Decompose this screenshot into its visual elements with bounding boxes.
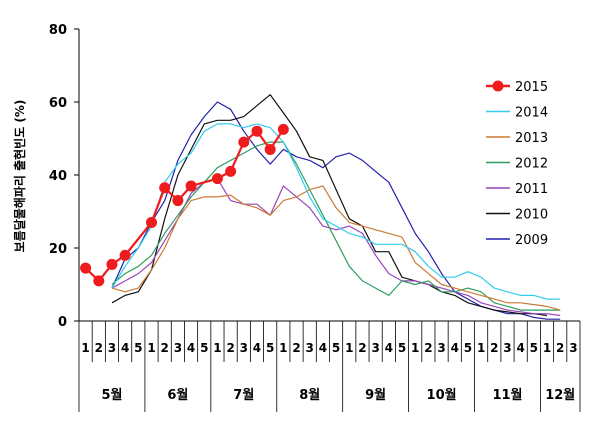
x-week-label: 2: [161, 341, 169, 355]
x-week-label: 3: [108, 341, 116, 355]
x-week-label: 1: [411, 341, 419, 355]
x-week-label: 4: [385, 341, 393, 355]
legend-marker-2015: [492, 80, 504, 92]
series-line-2013: [111, 185, 561, 311]
x-week-label: 4: [121, 341, 129, 355]
legend-label-2015: 2015: [515, 80, 548, 95]
x-month-label: 5월: [101, 387, 122, 403]
data-point-2015: [80, 262, 92, 274]
y-tick-label: 80: [49, 23, 67, 38]
x-month-label: 11월: [492, 387, 522, 403]
data-point-2015: [146, 216, 158, 228]
x-week-label: 1: [543, 341, 551, 355]
x-week-label: 1: [147, 341, 155, 355]
x-week-label: 5: [200, 341, 208, 355]
x-week-label: 5: [464, 341, 472, 355]
data-point-2015: [225, 165, 237, 177]
legend-label-2010: 2010: [515, 208, 548, 223]
data-point-2015: [211, 173, 223, 185]
x-week-label: 3: [503, 341, 511, 355]
x-week-label: 1: [213, 341, 221, 355]
x-week-label: 1: [81, 341, 89, 355]
x-week-label: 2: [226, 341, 234, 355]
legend-label-2012: 2012: [515, 157, 548, 172]
series-line-2010: [111, 94, 548, 317]
x-week-label: 3: [240, 341, 248, 355]
x-week-label: 1: [345, 341, 353, 355]
x-week-label: 4: [319, 341, 327, 355]
x-week-label: 4: [253, 341, 261, 355]
data-point-2015: [106, 258, 118, 270]
x-week-label: 2: [95, 341, 103, 355]
x-week-label: 4: [187, 341, 195, 355]
x-week-label: 5: [266, 341, 274, 355]
y-tick-label: 60: [49, 96, 67, 111]
data-point-2015: [93, 275, 105, 287]
series-line-2014: [111, 123, 561, 300]
y-tick-label: 20: [49, 242, 67, 257]
legend-label-2009: 2009: [515, 233, 548, 248]
x-week-label: 2: [556, 341, 564, 355]
data-point-2015: [238, 136, 250, 148]
x-week-label: 2: [424, 341, 432, 355]
x-month-label: 10월: [427, 387, 457, 403]
data-point-2015: [119, 249, 131, 261]
legend-label-2014: 2014: [515, 106, 548, 121]
x-week-label: 3: [174, 341, 182, 355]
y-tick-label: 40: [49, 169, 67, 184]
x-week-label: 1: [477, 341, 485, 355]
x-week-label: 5: [398, 341, 406, 355]
series-line-2012: [111, 141, 561, 311]
data-point-2015: [172, 195, 184, 207]
y-axis-label: 보름달물해파리 출현빈도 (%): [12, 100, 27, 253]
x-week-label: 5: [530, 341, 538, 355]
series-line-2011: [111, 178, 561, 317]
x-month-label: 12월: [545, 387, 575, 403]
data-point-2015: [264, 143, 276, 155]
x-week-label: 5: [134, 341, 142, 355]
x-week-label: 3: [306, 341, 314, 355]
data-point-2015: [159, 182, 171, 194]
data-point-2015: [277, 123, 289, 135]
data-point-2015: [185, 180, 197, 192]
x-week-label: 1: [279, 341, 287, 355]
x-week-label: 3: [437, 341, 445, 355]
x-week-label: 4: [451, 341, 459, 355]
x-week-label: 5: [332, 341, 340, 355]
x-week-label: 3: [371, 341, 379, 355]
x-month-label: 6월: [167, 387, 188, 403]
x-week-label: 4: [516, 341, 524, 355]
x-month-label: 7월: [233, 387, 254, 403]
data-point-2015: [251, 125, 263, 137]
x-week-label: 3: [569, 341, 577, 355]
x-month-label: 8월: [299, 387, 320, 403]
x-week-label: 2: [490, 341, 498, 355]
x-week-label: 2: [292, 341, 300, 355]
x-month-label: 9월: [365, 387, 386, 403]
legend-label-2011: 2011: [515, 182, 548, 197]
y-tick-label: 0: [58, 315, 67, 330]
legend-label-2013: 2013: [515, 131, 548, 146]
x-week-label: 2: [358, 341, 366, 355]
